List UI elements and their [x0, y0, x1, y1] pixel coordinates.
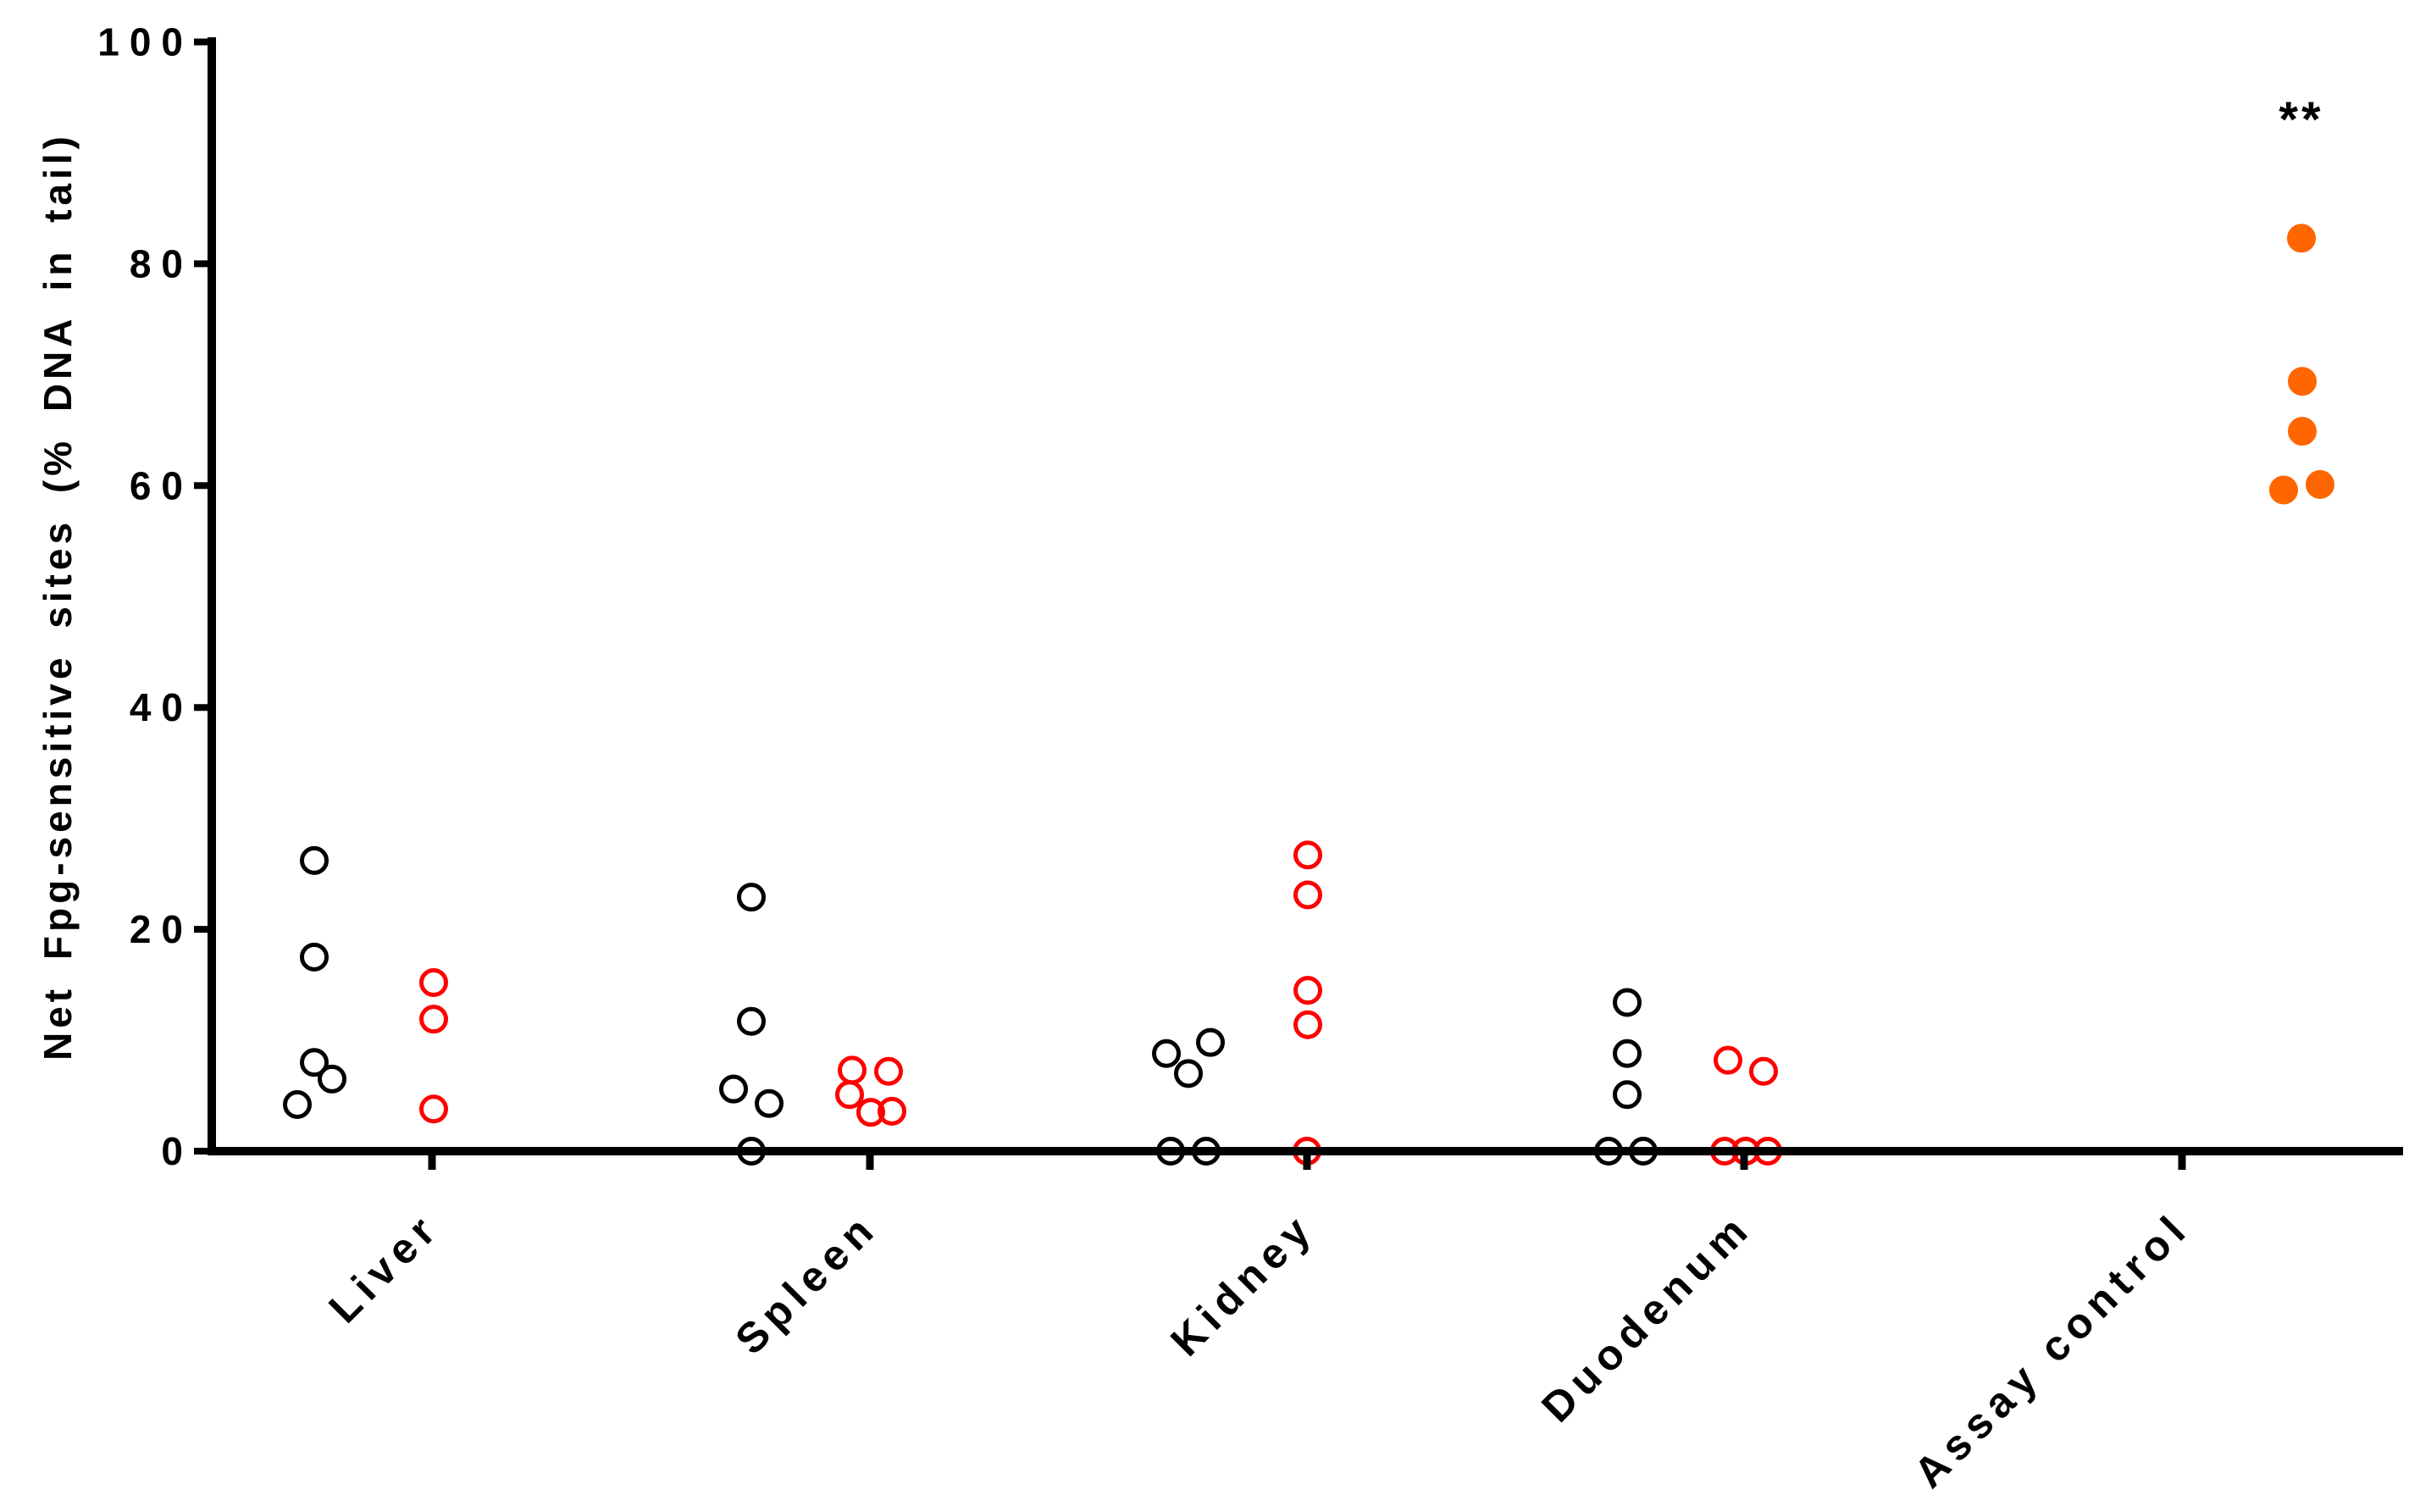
x-category-label: Assay control: [1905, 1203, 2199, 1497]
data-point-open: [1293, 880, 1322, 910]
data-point-open: [300, 845, 329, 875]
data-point-open: [419, 1094, 448, 1124]
significance-annotation: **: [2279, 92, 2323, 147]
data-point-open: [835, 1080, 864, 1110]
data-point-filled: [2288, 417, 2317, 446]
y-tick-label: 100: [97, 20, 193, 64]
data-point-open: [1293, 840, 1322, 870]
y-tick-label: 60: [130, 463, 193, 507]
y-axis-title: Net Fpg-sensitive sites (% DNA in tail): [36, 132, 80, 1061]
data-point-open: [318, 1064, 346, 1094]
data-point-open: [283, 1090, 312, 1120]
data-point-open: [1613, 1038, 1642, 1068]
y-tick-label: 20: [130, 907, 193, 951]
x-category-label: Liver: [319, 1203, 448, 1332]
data-point-open: [856, 1098, 885, 1127]
y-tick-label: 80: [130, 241, 193, 285]
y-tick-label: 40: [130, 685, 193, 729]
data-point-filled: [2269, 475, 2298, 505]
data-point-open: [1293, 1010, 1322, 1039]
data-point-open: [1293, 976, 1322, 1005]
data-point-open: [737, 883, 766, 912]
data-point-filled: [2306, 469, 2334, 499]
data-point-filled: [2288, 367, 2317, 396]
x-category-label: Duodenum: [1532, 1203, 1760, 1431]
data-point-open: [1152, 1038, 1181, 1068]
x-category-label: Spleen: [726, 1203, 886, 1363]
data-point-open: [838, 1055, 867, 1085]
data-point-open: [878, 1096, 906, 1126]
data-point-open: [1714, 1045, 1742, 1075]
data-point-open: [719, 1074, 748, 1104]
data-point-open: [737, 1006, 766, 1036]
x-category-label: Kidney: [1161, 1203, 1323, 1365]
data-point-open: [1196, 1027, 1225, 1057]
data-point-open: [1174, 1059, 1203, 1088]
data-point-open: [300, 942, 329, 972]
data-point-open: [755, 1088, 784, 1118]
data-point-open: [419, 1005, 448, 1034]
data-point-open: [1613, 1080, 1642, 1110]
data-point-open: [1613, 988, 1642, 1017]
data-point-open: [300, 1048, 329, 1077]
y-tick-label: 0: [161, 1129, 193, 1173]
data-point-open: [874, 1056, 903, 1086]
data-point-filled: [2287, 224, 2316, 253]
data-point-open: [1749, 1056, 1778, 1086]
data-point-open: [419, 967, 448, 997]
